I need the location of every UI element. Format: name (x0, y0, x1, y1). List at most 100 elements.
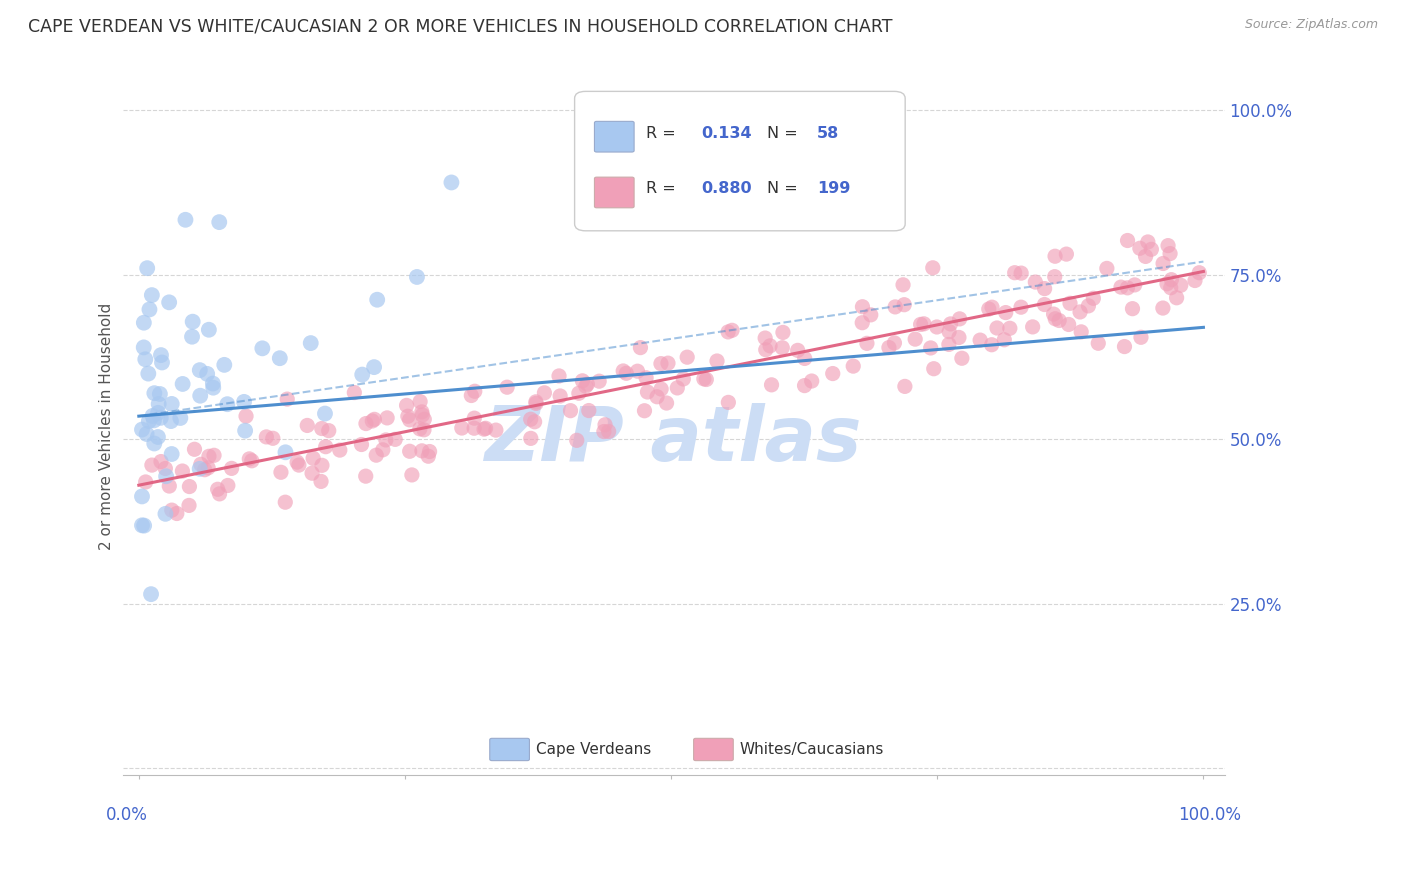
Point (208, 487, 231, 501)
Point (851, 316, 873, 330)
Point (922, 361, 945, 376)
Point (1188, 266, 1211, 280)
Point (288, 458, 311, 472)
Point (1010, 300, 1032, 314)
Point (910, 318, 932, 332)
Point (969, 333, 991, 347)
Point (1159, 246, 1181, 260)
Point (143, 436, 166, 450)
Point (981, 300, 1004, 314)
Point (262, 431, 284, 445)
Point (894, 379, 917, 393)
Point (524, 396, 547, 410)
Point (135, 475, 157, 489)
Point (142, 413, 165, 427)
Point (998, 321, 1021, 335)
Point (350, 437, 373, 451)
Point (993, 333, 1015, 347)
Point (496, 380, 519, 394)
Point (1136, 235, 1159, 249)
Point (938, 337, 960, 351)
Point (650, 382, 672, 396)
Point (920, 341, 942, 355)
Point (519, 412, 541, 426)
Point (155, 507, 177, 521)
Point (195, 367, 218, 381)
Point (463, 421, 485, 435)
Y-axis label: 2 or more Vehicles in Household: 2 or more Vehicles in Household (100, 302, 114, 549)
Point (198, 323, 221, 337)
Point (166, 507, 188, 521)
Point (240, 454, 263, 468)
Point (440, 176, 463, 190)
Point (157, 479, 180, 493)
Point (1129, 330, 1152, 344)
Point (160, 414, 183, 428)
Point (851, 300, 873, 314)
Point (717, 325, 740, 339)
Point (614, 366, 637, 380)
Point (413, 412, 436, 426)
Point (565, 434, 588, 448)
Point (977, 301, 1000, 316)
Point (1160, 281, 1182, 295)
Point (202, 448, 225, 462)
Point (141, 409, 163, 423)
Point (141, 288, 163, 302)
Point (274, 445, 297, 459)
Point (366, 448, 388, 462)
Point (1166, 291, 1188, 305)
Point (285, 455, 308, 469)
Point (188, 389, 211, 403)
Point (925, 320, 948, 334)
Point (363, 360, 385, 375)
Point (980, 337, 1002, 351)
Point (672, 372, 695, 386)
Point (398, 444, 420, 458)
Point (411, 408, 433, 422)
Point (950, 351, 973, 366)
Point (655, 396, 678, 410)
Point (314, 407, 336, 421)
Point (190, 458, 212, 472)
Text: Cape Verdeans: Cape Verdeans (536, 742, 651, 757)
Point (146, 406, 169, 420)
Point (633, 403, 655, 417)
Point (419, 444, 441, 458)
Point (252, 342, 274, 356)
Point (693, 372, 716, 386)
Text: 199: 199 (817, 181, 851, 196)
Point (1083, 291, 1105, 305)
Point (269, 351, 291, 366)
Point (131, 518, 153, 533)
Point (464, 384, 486, 399)
Point (571, 374, 593, 388)
Point (235, 409, 257, 424)
Point (636, 370, 658, 384)
Point (759, 339, 782, 353)
Point (188, 363, 211, 377)
Point (155, 469, 177, 483)
Point (201, 376, 224, 391)
Point (666, 381, 689, 395)
Point (755, 343, 778, 357)
Point (1160, 273, 1182, 287)
Point (160, 447, 183, 461)
Point (131, 490, 153, 504)
Point (138, 414, 160, 428)
Point (149, 387, 172, 401)
Point (183, 442, 205, 457)
Point (485, 423, 508, 437)
Point (883, 335, 905, 350)
Point (593, 417, 616, 432)
Point (460, 388, 482, 402)
Point (1021, 319, 1043, 334)
Point (856, 336, 879, 351)
Point (276, 392, 298, 406)
Point (132, 340, 155, 354)
Point (1043, 269, 1066, 284)
Point (354, 417, 377, 431)
Point (217, 397, 239, 411)
Point (315, 440, 337, 454)
Point (1129, 241, 1152, 255)
